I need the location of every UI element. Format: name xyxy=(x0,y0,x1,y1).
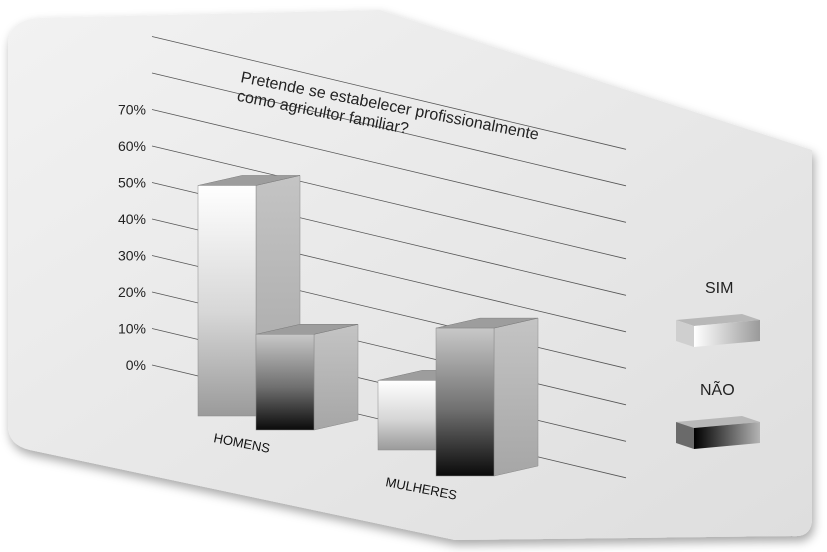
legend-swatch-sim xyxy=(676,314,760,347)
y-tick-label: 10% xyxy=(118,321,146,337)
bars xyxy=(197,175,539,477)
grid-line xyxy=(151,109,627,223)
bar-front xyxy=(255,334,315,431)
legend-label-sim: SIM xyxy=(705,280,733,297)
grid-line xyxy=(151,36,627,150)
bar-side xyxy=(313,323,359,431)
bar-NÃO-MULHERES xyxy=(435,317,539,477)
legend-swatch-nao xyxy=(676,416,760,449)
bar-NÃO-HOMENS xyxy=(255,323,359,431)
y-axis-ticks: 0% 10% 20% 30% 40% 50% 60% 70% xyxy=(118,102,146,374)
y-tick-label: 70% xyxy=(118,102,146,118)
y-tick-label: 50% xyxy=(118,175,146,191)
grid-line xyxy=(151,145,627,260)
y-tick-label: 20% xyxy=(118,284,146,300)
y-tick-label: 60% xyxy=(118,138,146,154)
bar-front xyxy=(197,185,257,417)
grid-line xyxy=(151,72,627,187)
y-tick-label: 40% xyxy=(118,211,146,227)
legend-label-nao: NÃO xyxy=(700,379,735,399)
bar-front xyxy=(435,327,495,477)
chart-panel xyxy=(8,10,812,540)
legend: SIM NÃO xyxy=(676,280,760,449)
bar-front xyxy=(377,380,437,451)
y-tick-label: 0% xyxy=(126,357,146,373)
bar-side xyxy=(493,317,539,477)
y-tick-label: 30% xyxy=(118,248,146,264)
